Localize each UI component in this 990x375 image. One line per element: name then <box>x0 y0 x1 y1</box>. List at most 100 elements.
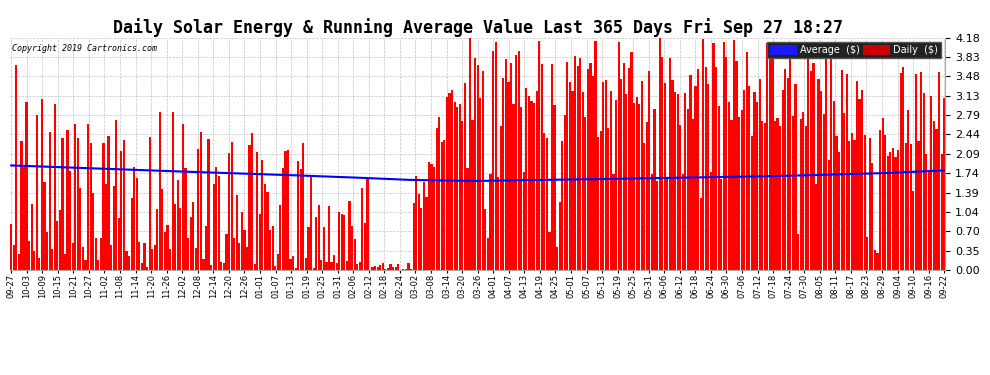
Bar <box>223 263 225 270</box>
Bar <box>318 205 320 270</box>
Bar <box>174 204 176 270</box>
Bar <box>389 264 392 270</box>
Bar <box>108 136 110 270</box>
Bar <box>553 105 555 270</box>
Bar <box>341 214 343 270</box>
Bar <box>863 135 866 270</box>
Bar <box>928 170 930 270</box>
Bar <box>274 266 276 270</box>
Bar <box>131 198 133 270</box>
Bar <box>728 102 730 270</box>
Bar <box>636 97 638 270</box>
Bar <box>574 56 576 270</box>
Bar <box>838 152 841 270</box>
Bar <box>423 182 425 270</box>
Bar <box>858 99 860 270</box>
Bar <box>544 133 545 270</box>
Bar <box>889 152 891 270</box>
Bar <box>815 184 817 270</box>
Bar <box>502 78 504 270</box>
Bar <box>938 72 940 270</box>
Bar <box>741 110 742 270</box>
Bar <box>715 67 717 270</box>
Bar <box>856 81 858 270</box>
Bar <box>541 64 543 270</box>
Bar <box>507 81 510 270</box>
Bar <box>420 208 423 270</box>
Bar <box>931 96 933 270</box>
Bar <box>810 71 812 270</box>
Bar <box>179 209 181 270</box>
Bar <box>358 262 361 270</box>
Bar <box>615 100 617 270</box>
Bar <box>192 202 194 270</box>
Bar <box>641 81 643 270</box>
Bar <box>823 114 825 270</box>
Bar <box>241 212 243 270</box>
Bar <box>750 136 753 270</box>
Bar <box>841 70 842 270</box>
Bar <box>258 214 261 270</box>
Bar <box>900 73 902 270</box>
Bar <box>820 92 823 270</box>
Bar <box>374 266 376 270</box>
Bar <box>148 137 150 270</box>
Bar <box>69 171 71 270</box>
Bar <box>671 80 673 270</box>
Bar <box>653 110 655 270</box>
Bar <box>923 93 925 270</box>
Bar <box>628 68 630 270</box>
Bar <box>87 124 89 270</box>
Bar <box>31 204 33 270</box>
Bar <box>792 116 794 270</box>
Bar <box>644 143 645 270</box>
Bar <box>110 245 112 270</box>
Bar <box>82 247 84 270</box>
Bar <box>363 222 366 270</box>
Bar <box>756 102 758 270</box>
Bar <box>828 160 830 270</box>
Bar <box>726 57 728 270</box>
Bar <box>495 42 497 270</box>
Bar <box>479 98 481 270</box>
Bar <box>184 168 186 270</box>
Bar <box>269 230 271 270</box>
Bar <box>153 245 155 270</box>
Bar <box>758 80 760 270</box>
Bar <box>520 107 523 270</box>
Bar <box>736 61 738 270</box>
Bar <box>26 102 28 270</box>
Bar <box>531 101 533 270</box>
Bar <box>797 234 799 270</box>
Bar <box>441 142 443 270</box>
Bar <box>169 249 171 270</box>
Bar <box>800 119 802 270</box>
Bar <box>702 39 704 270</box>
Legend: Average  ($), Daily  ($): Average ($), Daily ($) <box>767 42 940 58</box>
Bar <box>305 258 307 270</box>
Bar <box>328 206 330 270</box>
Bar <box>236 195 238 270</box>
Bar <box>587 69 589 270</box>
Bar <box>610 91 612 270</box>
Bar <box>353 240 355 270</box>
Bar <box>77 138 79 270</box>
Bar <box>102 143 105 270</box>
Bar <box>92 193 94 270</box>
Bar <box>545 138 548 270</box>
Bar <box>807 44 810 270</box>
Bar <box>308 226 310 270</box>
Bar <box>592 76 594 270</box>
Bar <box>218 176 220 270</box>
Bar <box>650 174 653 270</box>
Bar <box>769 51 771 270</box>
Bar <box>271 226 273 270</box>
Bar <box>210 266 212 270</box>
Bar <box>833 101 835 270</box>
Bar <box>100 238 102 270</box>
Bar <box>594 41 597 270</box>
Bar <box>618 42 620 270</box>
Bar <box>58 210 61 270</box>
Bar <box>666 178 668 270</box>
Bar <box>600 130 602 270</box>
